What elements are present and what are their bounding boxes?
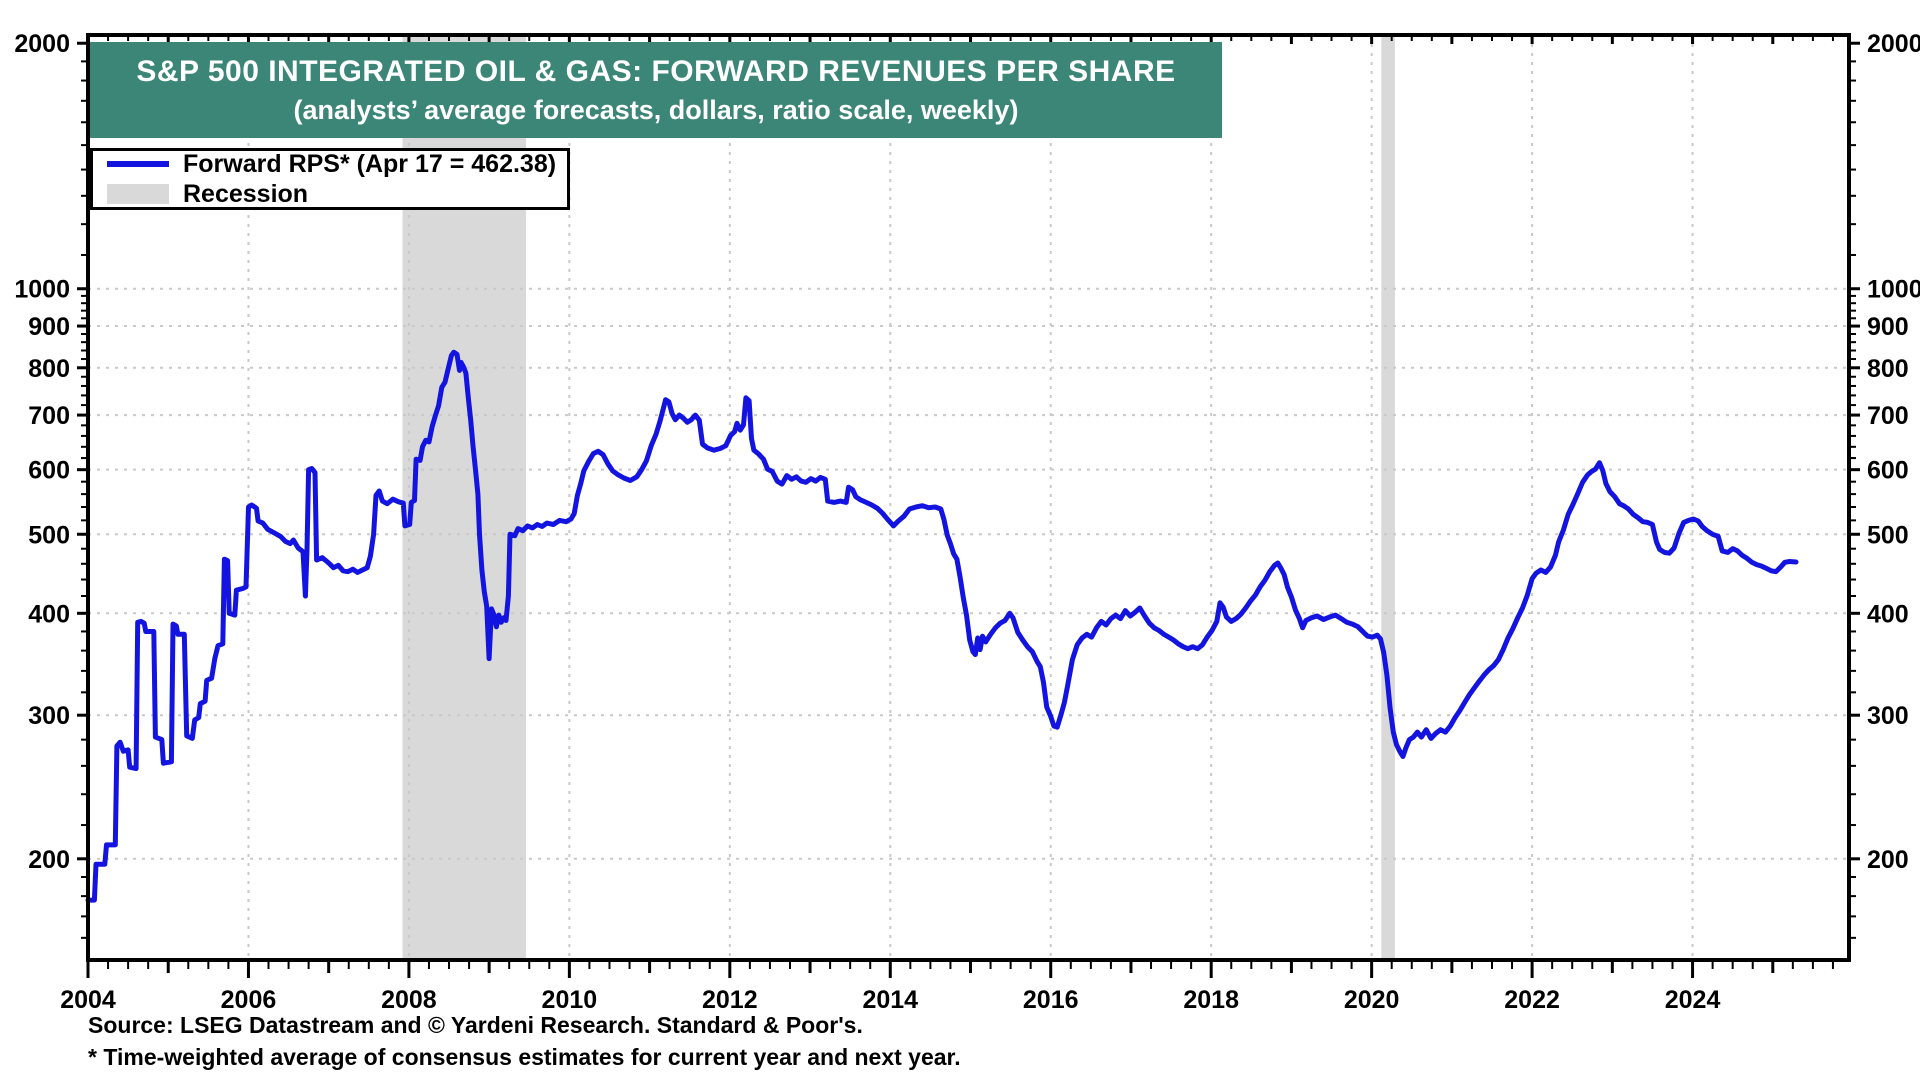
x-axis-label: 2010: [542, 986, 598, 1014]
chart-subtitle: (analysts’ average forecasts, dollars, r…: [293, 94, 1019, 125]
y-axis-label-left: 600: [28, 457, 70, 485]
recession-swatch: [107, 184, 169, 204]
x-axis-label: 2024: [1665, 986, 1721, 1014]
y-axis-label-left: 2000: [14, 30, 70, 58]
series-line-swatch: [107, 161, 169, 167]
recession-band: [1381, 35, 1395, 960]
chart-title-box: S&P 500 INTEGRATED OIL & GAS: FORWARD RE…: [90, 42, 1222, 138]
y-axis-label-left: 800: [28, 355, 70, 383]
y-axis-label-left: 500: [28, 521, 70, 549]
x-axis-label: 2004: [60, 986, 116, 1014]
legend: Forward RPS* (Apr 17 = 462.38) Recession: [90, 148, 570, 210]
x-axis-label: 2018: [1183, 986, 1239, 1014]
y-axis-label-right: 200: [1867, 846, 1909, 874]
y-axis-label-left: 300: [28, 702, 70, 730]
y-axis-label-right: 700: [1867, 402, 1909, 430]
y-axis-label-right: 600: [1867, 457, 1909, 485]
x-axis-label: 2006: [221, 986, 277, 1014]
y-axis-label-right: 500: [1867, 521, 1909, 549]
footnote: * Time-weighted average of consensus est…: [88, 1044, 961, 1070]
y-axis-label-right: 900: [1867, 313, 1909, 341]
y-axis-label-right: 800: [1867, 355, 1909, 383]
y-axis-label-left: 400: [28, 600, 70, 628]
series-legend-label: Forward RPS* (Apr 17 = 462.38): [183, 149, 557, 178]
x-axis-label: 2008: [381, 986, 437, 1014]
y-axis-label-left: 900: [28, 313, 70, 341]
x-axis-label: 2020: [1344, 986, 1400, 1014]
plot-frame: [86, 33, 1851, 962]
y-axis-label-left: 1000: [14, 276, 70, 304]
y-axis-label-left: 200: [28, 846, 70, 874]
x-axis-label: 2012: [702, 986, 758, 1014]
source-note: Source: LSEG Datastream and © Yardeni Re…: [88, 1012, 863, 1038]
recession-legend-label: Recession: [183, 179, 309, 208]
x-axis-label: 2022: [1504, 986, 1560, 1014]
x-axis-label: 2016: [1023, 986, 1079, 1014]
y-axis-label-left: 700: [28, 402, 70, 430]
y-axis-label-right: 2000: [1867, 30, 1920, 58]
legend-row-recession: Recession: [107, 179, 567, 208]
x-axis-label: 2014: [862, 986, 918, 1014]
legend-row-series: Forward RPS* (Apr 17 = 462.38): [107, 149, 567, 178]
chart-title: S&P 500 INTEGRATED OIL & GAS: FORWARD RE…: [136, 54, 1176, 88]
y-axis-label-right: 1000: [1867, 276, 1920, 304]
forward-rps-line: [85, 349, 1799, 903]
y-axis-label-right: 400: [1867, 600, 1909, 628]
y-axis-label-right: 300: [1867, 702, 1909, 730]
